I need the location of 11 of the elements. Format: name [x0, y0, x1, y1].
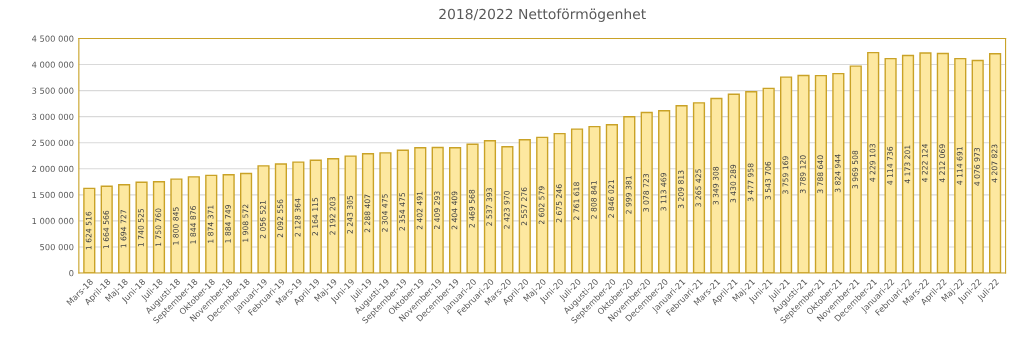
y-tick-label: 1 000 000 [32, 217, 74, 225]
y-tick-label: 4 500 000 [31, 35, 74, 42]
y-tick-label: 500 000 [40, 243, 74, 251]
y-tick-label: 1 500 000 [32, 191, 74, 199]
y-tick-label: 3 500 000 [32, 87, 74, 94]
y-tick-label: 2 500 000 [32, 139, 74, 147]
y-tick-label: 3 000 000 [32, 113, 74, 120]
y-tick-label: 2 000 000 [32, 165, 74, 173]
y-tick-label: 4 000 000 [31, 61, 74, 68]
chart-title: 2018/2022 Nettoförmögenhet [439, 8, 646, 22]
y-tick-label: 0 [69, 269, 74, 277]
